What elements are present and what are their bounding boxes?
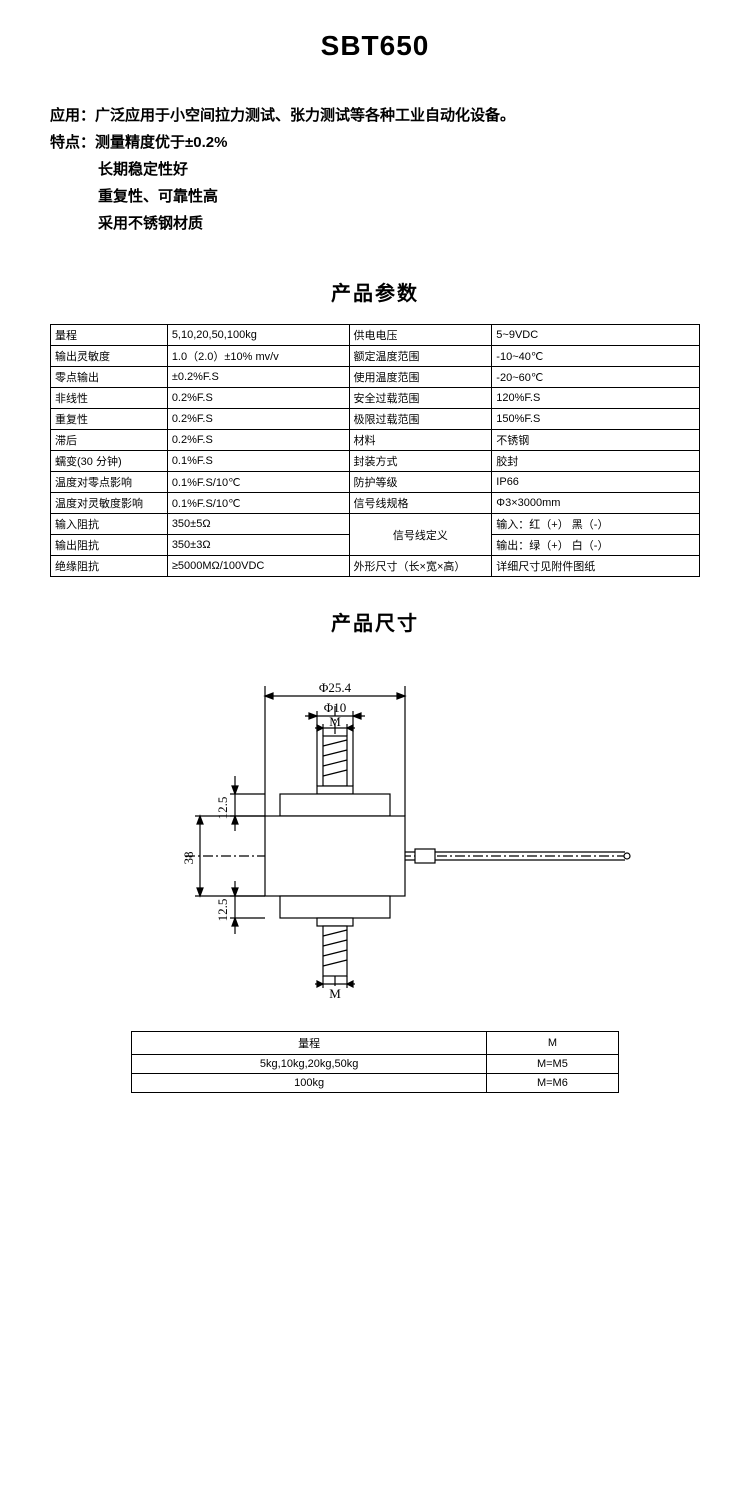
sizes-r1b: M=M5: [487, 1055, 619, 1074]
app-label: 应用：: [50, 107, 95, 124]
sizes-r2a: 100kg: [132, 1074, 487, 1093]
feat-label: 特点：: [50, 134, 95, 151]
dim-m-top: M: [329, 714, 341, 729]
table-row: 非线性0.2%F.S安全过载范围120%F.S: [51, 388, 700, 409]
table-row: 100kg M=M6: [132, 1074, 619, 1093]
table-row: 温度对灵敏度影响0.1%F.S/10℃信号线规格Φ3×3000mm: [51, 493, 700, 514]
application-line: 应用：广泛应用于小空间拉力测试、张力测试等各种工业自动化设备。: [50, 102, 700, 129]
sizes-h1: 量程: [132, 1032, 487, 1055]
feature-line-1: 特点：测量精度优于±0.2%: [50, 129, 700, 156]
sizes-r2b: M=M6: [487, 1074, 619, 1093]
table-row: 输入阻抗 350±5Ω 信号线定义 输入：红（+） 黑（-）: [51, 514, 700, 535]
feat-2: 长期稳定性好: [50, 156, 700, 183]
dim-m-bot: M: [329, 986, 341, 1001]
sizes-h2: M: [487, 1032, 619, 1055]
app-text: 广泛应用于小空间拉力测试、张力测试等各种工业自动化设备。: [95, 107, 515, 124]
table-row: 量程 M: [132, 1032, 619, 1055]
dim-38: 38: [181, 852, 196, 865]
dim-125b: 12.5: [215, 899, 230, 922]
table-row: 重复性0.2%F.S极限过载范围150%F.S: [51, 409, 700, 430]
feat-4: 采用不锈钢材质: [50, 210, 700, 237]
table-row: 5kg,10kg,20kg,50kg M=M5: [132, 1055, 619, 1074]
spec-table: 量程5,10,20,50,100kg供电电压5~9VDC 输出灵敏度1.0（2.…: [50, 324, 700, 577]
table-row: 零点输出±0.2%F.S使用温度范围-20~60℃: [51, 367, 700, 388]
table-row: 温度对零点影响0.1%F.S/10℃防护等级IP66: [51, 472, 700, 493]
table-row: 输出灵敏度1.0（2.0）±10% mv/v额定温度范围-10~40℃: [51, 346, 700, 367]
table-row: 滞后0.2%F.S材料不锈钢: [51, 430, 700, 451]
dimension-drawing: Φ25.4 Φ10 M M 12.5 12.5: [50, 666, 700, 1011]
table-row: 蠕变(30 分钟)0.1%F.S封装方式胶封: [51, 451, 700, 472]
section-params-title: 产品参数: [50, 277, 700, 306]
dim-phi10: Φ10: [324, 700, 347, 715]
sizes-r1a: 5kg,10kg,20kg,50kg: [132, 1055, 487, 1074]
dim-phi254: Φ25.4: [319, 680, 352, 695]
table-row: 量程5,10,20,50,100kg供电电压5~9VDC: [51, 325, 700, 346]
table-row: 绝缘阻抗≥5000MΩ/100VDC外形尺寸（长×宽×高）详细尺寸见附件图纸: [51, 556, 700, 577]
section-dims-title: 产品尺寸: [50, 607, 700, 636]
feat-1: 测量精度优于±0.2%: [95, 134, 227, 151]
drawing-svg: Φ25.4 Φ10 M M 12.5 12.5: [115, 666, 635, 1006]
feat-3: 重复性、可靠性高: [50, 183, 700, 210]
page-title: SBT650: [50, 30, 700, 62]
intro-block: 应用：广泛应用于小空间拉力测试、张力测试等各种工业自动化设备。 特点：测量精度优…: [50, 102, 700, 237]
sizes-table: 量程 M 5kg,10kg,20kg,50kg M=M5 100kg M=M6: [131, 1031, 619, 1093]
